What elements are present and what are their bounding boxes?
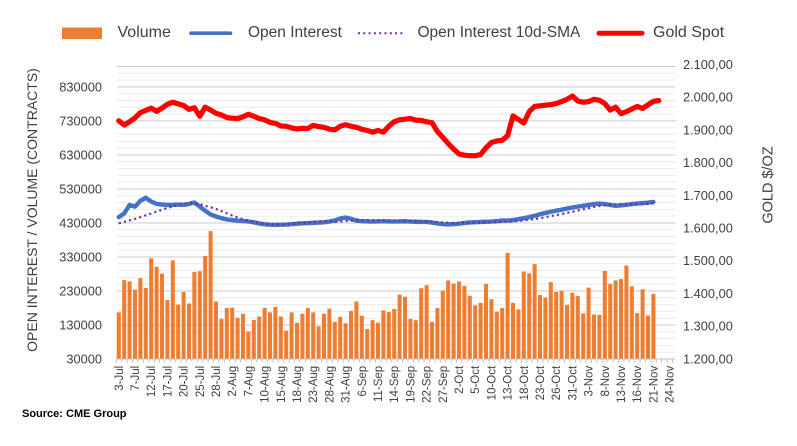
svg-text:1.500,00: 1.500,00 xyxy=(683,253,733,268)
svg-text:Source: CME Group: Source: CME Group xyxy=(22,408,127,420)
svg-text:1.400,00: 1.400,00 xyxy=(683,286,733,301)
svg-text:12-Jul: 12-Jul xyxy=(146,366,158,397)
svg-text:530000: 530000 xyxy=(59,181,102,196)
svg-text:2.100,00: 2.100,00 xyxy=(683,57,733,72)
svg-text:10-Aug: 10-Aug xyxy=(260,366,272,403)
svg-text:15-Aug: 15-Aug xyxy=(276,366,288,403)
svg-text:Open Interest 10d-SMA: Open Interest 10d-SMA xyxy=(418,24,581,41)
svg-text:Gold Spot: Gold Spot xyxy=(653,24,725,41)
svg-text:26-Oct: 26-Oct xyxy=(551,365,563,400)
svg-text:30000: 30000 xyxy=(66,351,102,366)
svg-text:3-Nov: 3-Nov xyxy=(584,366,596,397)
svg-text:3-Jul: 3-Jul xyxy=(114,366,126,391)
svg-text:14-Sep: 14-Sep xyxy=(389,366,401,403)
svg-text:16-Nov: 16-Nov xyxy=(632,366,644,403)
svg-text:130000: 130000 xyxy=(59,317,102,332)
svg-text:1.800,00: 1.800,00 xyxy=(683,155,733,170)
svg-text:28-Aug: 28-Aug xyxy=(324,366,336,403)
svg-text:430000: 430000 xyxy=(59,215,102,230)
svg-text:6-Sep: 6-Sep xyxy=(357,366,369,397)
svg-text:2-Oct: 2-Oct xyxy=(454,365,466,394)
svg-text:13-Nov: 13-Nov xyxy=(616,366,628,403)
svg-text:OPEN INTEREST / VOLUME (CONTRA: OPEN INTEREST / VOLUME (CONTRACTS) xyxy=(24,68,40,352)
svg-text:22-Sep: 22-Sep xyxy=(422,366,434,403)
svg-text:GOLD $/OZ: GOLD $/OZ xyxy=(761,146,777,223)
svg-text:23-Oct: 23-Oct xyxy=(535,365,547,400)
svg-text:18-Aug: 18-Aug xyxy=(292,366,304,403)
svg-text:730000: 730000 xyxy=(59,113,102,128)
svg-text:1.200,00: 1.200,00 xyxy=(683,351,733,366)
svg-text:330000: 330000 xyxy=(59,249,102,264)
svg-text:19-Sep: 19-Sep xyxy=(405,366,417,403)
svg-text:20-Jul: 20-Jul xyxy=(179,366,191,397)
svg-text:24-Nov: 24-Nov xyxy=(665,366,677,403)
svg-text:1.900,00: 1.900,00 xyxy=(683,122,733,137)
svg-text:230000: 230000 xyxy=(59,283,102,298)
svg-text:Volume: Volume xyxy=(118,24,171,41)
svg-text:Open Interest: Open Interest xyxy=(248,24,343,41)
svg-text:10-Oct: 10-Oct xyxy=(486,365,498,400)
svg-text:31-Aug: 31-Aug xyxy=(341,366,353,403)
svg-text:830000: 830000 xyxy=(59,79,102,94)
svg-text:5-Oct: 5-Oct xyxy=(470,365,482,394)
svg-text:7-Jul: 7-Jul xyxy=(130,366,142,391)
svg-text:1.300,00: 1.300,00 xyxy=(683,319,733,334)
svg-text:2-Aug: 2-Aug xyxy=(227,366,239,397)
svg-text:7-Aug: 7-Aug xyxy=(243,366,255,397)
svg-text:1.600,00: 1.600,00 xyxy=(683,221,733,236)
svg-text:18-Oct: 18-Oct xyxy=(519,365,531,400)
svg-text:28-Jul: 28-Jul xyxy=(211,366,223,397)
svg-text:25-Jul: 25-Jul xyxy=(195,366,207,397)
svg-text:21-Nov: 21-Nov xyxy=(648,366,660,403)
svg-text:27-Sep: 27-Sep xyxy=(438,366,450,403)
svg-text:1.700,00: 1.700,00 xyxy=(683,188,733,203)
svg-text:13-Oct: 13-Oct xyxy=(503,365,515,400)
svg-text:31-Oct: 31-Oct xyxy=(567,365,579,400)
svg-text:17-Jul: 17-Jul xyxy=(162,366,174,397)
svg-text:11-Sep: 11-Sep xyxy=(373,366,385,402)
svg-text:8-Nov: 8-Nov xyxy=(600,366,612,397)
svg-text:630000: 630000 xyxy=(59,147,102,162)
svg-text:2.000,00: 2.000,00 xyxy=(683,90,733,105)
svg-text:23-Aug: 23-Aug xyxy=(308,366,320,403)
